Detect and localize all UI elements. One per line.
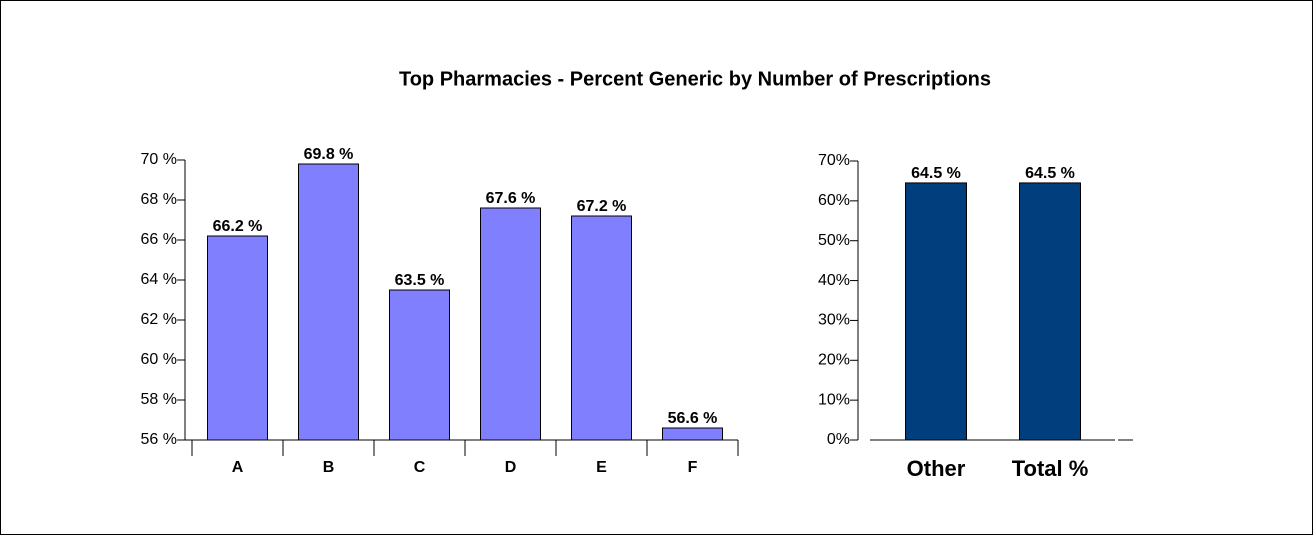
bar (571, 215, 632, 441)
y-tick-label: 60% (818, 192, 850, 209)
y-tick-label: 66 % (141, 231, 177, 248)
x-tick-label: F (688, 459, 698, 476)
x-tick-label: B (323, 459, 335, 476)
value-label: 64.5 % (911, 165, 961, 182)
y-tick-label: 70% (818, 152, 850, 169)
value-label: 69.8 % (304, 146, 354, 163)
y-tick-label: 40% (818, 272, 850, 289)
x-tick-label: E (596, 459, 607, 476)
y-tick-label: 20% (818, 352, 850, 369)
y-tick-label: 58 % (141, 391, 177, 408)
value-label: 56.6 % (668, 410, 718, 427)
value-label: 67.2 % (577, 198, 627, 215)
value-label: 66.2 % (213, 218, 263, 235)
bar (662, 427, 723, 441)
y-tick-label: 64 % (141, 271, 177, 288)
y-tick-label: 30% (818, 312, 850, 329)
x-tick-label: C (414, 459, 426, 476)
y-tick-label: 10% (818, 391, 850, 408)
y-tick-label: 68 % (141, 191, 177, 208)
value-label: 64.5 % (1025, 165, 1075, 182)
x-tick-label: D (505, 459, 517, 476)
y-tick-label: 50% (818, 232, 850, 249)
chart-title: Top Pharmacies - Percent Generic by Numb… (399, 68, 991, 90)
y-tick-label: 60 % (141, 351, 177, 368)
x-tick-label: A (232, 459, 244, 476)
y-tick-label: 62 % (141, 311, 177, 328)
bar (1019, 182, 1081, 441)
y-tick-label: 70 % (141, 151, 177, 168)
x-tick-label: Total % (1012, 456, 1089, 481)
bar (905, 182, 967, 441)
bar (207, 235, 268, 441)
x-tick-label: Other (907, 456, 966, 481)
bar (389, 289, 450, 441)
bar (480, 207, 541, 441)
value-label: 63.5 % (395, 272, 445, 289)
y-tick-label: 56 % (141, 431, 177, 448)
bar (298, 163, 359, 441)
y-tick-label: 0% (827, 431, 850, 448)
value-label: 67.6 % (486, 190, 536, 207)
